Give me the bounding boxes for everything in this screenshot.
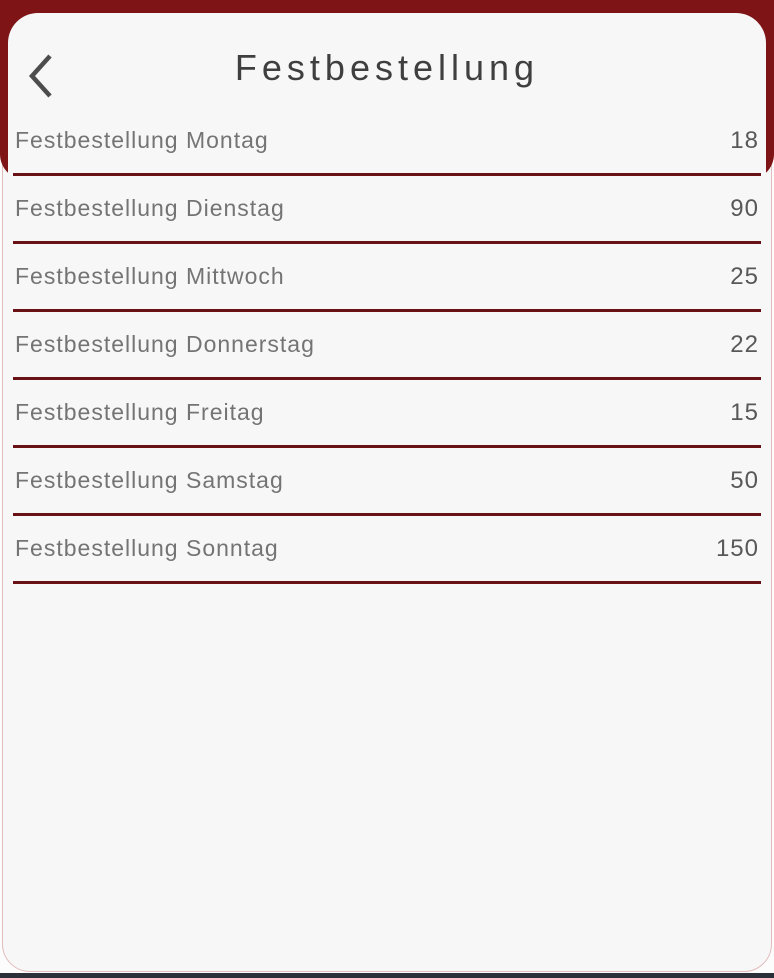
list-item-mittwoch[interactable]: Festbestellung Mittwoch 25 [13, 244, 761, 312]
list-item-label: Festbestellung Donnerstag [15, 331, 315, 357]
content-card: Festbestellung Festbestellung Montag 18 … [8, 13, 766, 968]
list-item-label: Festbestellung Freitag [15, 399, 265, 425]
list-item-label: Festbestellung Sonntag [15, 535, 279, 561]
list-item-label: Festbestellung Dienstag [15, 195, 285, 221]
page-title: Festbestellung [234, 47, 540, 88]
list-item-value: 25 [730, 262, 759, 290]
list-item-samstag[interactable]: Festbestellung Samstag 50 [13, 448, 761, 516]
list-item-value: 90 [730, 194, 759, 222]
bottom-edge-bar [0, 973, 774, 978]
list-item-label: Festbestellung Samstag [15, 467, 284, 493]
list-item-value: 150 [715, 534, 759, 562]
list-item-value: 15 [730, 398, 759, 426]
list-item-label: Festbestellung Mittwoch [15, 263, 285, 289]
list-item-dienstag[interactable]: Festbestellung Dienstag 90 [13, 176, 761, 244]
page-header: Festbestellung [8, 13, 766, 108]
list-item-freitag[interactable]: Festbestellung Freitag 15 [13, 380, 761, 448]
list-item-value: 18 [730, 126, 759, 154]
list-item-value: 22 [730, 330, 759, 358]
list-item-donnerstag[interactable]: Festbestellung Donnerstag 22 [13, 312, 761, 380]
list-item-value: 50 [730, 466, 759, 494]
chevron-left-icon [28, 53, 54, 102]
list-item-sonntag[interactable]: Festbestellung Sonntag 150 [13, 516, 761, 584]
list-item-label: Festbestellung Montag [15, 127, 269, 153]
order-list: Festbestellung Montag 18 Festbestellung … [13, 108, 761, 584]
back-button[interactable] [24, 53, 58, 101]
list-item-montag[interactable]: Festbestellung Montag 18 [13, 108, 761, 176]
